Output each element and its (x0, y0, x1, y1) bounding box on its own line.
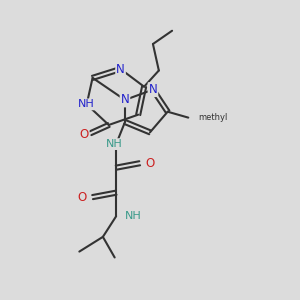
Text: methyl: methyl (199, 113, 228, 122)
Text: N: N (116, 62, 125, 76)
Text: O: O (77, 190, 87, 204)
Text: NH: NH (124, 211, 141, 221)
Text: N: N (148, 83, 157, 96)
Text: O: O (80, 128, 89, 141)
Text: N: N (121, 93, 129, 106)
Text: NH: NH (106, 139, 123, 149)
Text: O: O (146, 157, 155, 170)
Text: NH: NH (78, 99, 95, 110)
